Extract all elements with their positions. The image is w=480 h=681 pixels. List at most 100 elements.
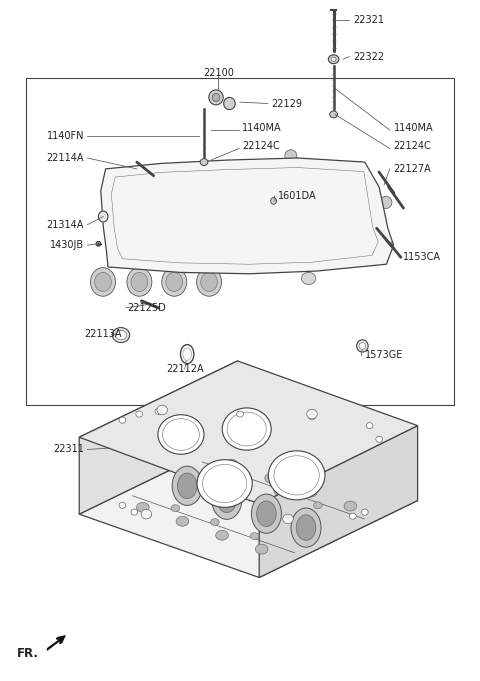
Ellipse shape — [252, 494, 281, 533]
Ellipse shape — [96, 242, 101, 247]
Polygon shape — [101, 158, 394, 274]
Ellipse shape — [200, 159, 208, 165]
Ellipse shape — [127, 268, 152, 296]
Bar — [26, 78, 454, 405]
Ellipse shape — [112, 328, 130, 343]
Ellipse shape — [361, 509, 368, 516]
Ellipse shape — [296, 515, 316, 540]
Ellipse shape — [328, 54, 339, 64]
Ellipse shape — [265, 473, 277, 483]
Ellipse shape — [119, 503, 126, 508]
Text: 1430JB: 1430JB — [50, 240, 84, 250]
Ellipse shape — [209, 90, 223, 105]
Ellipse shape — [171, 505, 180, 511]
Ellipse shape — [162, 268, 187, 296]
Ellipse shape — [217, 487, 237, 513]
Polygon shape — [259, 426, 418, 577]
Text: 22113A: 22113A — [84, 329, 121, 338]
Ellipse shape — [119, 417, 126, 424]
Ellipse shape — [157, 405, 168, 415]
Ellipse shape — [313, 502, 322, 509]
Ellipse shape — [344, 501, 357, 511]
Ellipse shape — [136, 411, 143, 417]
Ellipse shape — [301, 272, 316, 285]
Ellipse shape — [250, 533, 259, 539]
Ellipse shape — [95, 272, 111, 291]
Ellipse shape — [197, 460, 252, 507]
Ellipse shape — [212, 93, 220, 101]
Ellipse shape — [166, 272, 182, 291]
Ellipse shape — [273, 258, 287, 270]
Ellipse shape — [376, 436, 383, 443]
Text: 22124C: 22124C — [242, 142, 280, 151]
Ellipse shape — [98, 211, 108, 222]
Ellipse shape — [268, 451, 325, 500]
Text: 22114A: 22114A — [47, 153, 84, 163]
Text: 1573GE: 1573GE — [365, 351, 403, 360]
Polygon shape — [79, 437, 418, 577]
Ellipse shape — [331, 57, 336, 61]
Text: 1140MA: 1140MA — [394, 123, 433, 133]
Ellipse shape — [201, 272, 217, 291]
Ellipse shape — [176, 516, 189, 526]
Ellipse shape — [224, 97, 235, 110]
Ellipse shape — [241, 243, 256, 255]
Ellipse shape — [211, 519, 219, 526]
Ellipse shape — [131, 509, 138, 516]
Ellipse shape — [183, 348, 192, 360]
Ellipse shape — [197, 268, 222, 296]
Text: 1140MA: 1140MA — [242, 123, 282, 133]
Text: 1140FN: 1140FN — [47, 131, 84, 141]
Ellipse shape — [359, 343, 366, 349]
Polygon shape — [79, 361, 238, 514]
Ellipse shape — [333, 173, 345, 185]
Text: 22321: 22321 — [353, 16, 384, 25]
Ellipse shape — [181, 214, 195, 226]
Ellipse shape — [380, 196, 392, 208]
Ellipse shape — [309, 413, 315, 419]
Ellipse shape — [304, 487, 317, 497]
Ellipse shape — [285, 150, 297, 162]
Text: 22129: 22129 — [271, 99, 302, 108]
Ellipse shape — [237, 411, 243, 417]
Text: 22322: 22322 — [353, 52, 384, 61]
Ellipse shape — [158, 415, 204, 454]
Ellipse shape — [234, 474, 243, 481]
Ellipse shape — [291, 508, 321, 548]
Ellipse shape — [357, 340, 368, 352]
Ellipse shape — [155, 409, 162, 414]
Ellipse shape — [330, 111, 337, 118]
Text: 22124C: 22124C — [394, 142, 432, 151]
Ellipse shape — [255, 544, 268, 554]
Ellipse shape — [283, 514, 293, 524]
Ellipse shape — [216, 530, 228, 540]
Ellipse shape — [163, 419, 199, 450]
Ellipse shape — [227, 412, 266, 446]
Text: 1601DA: 1601DA — [278, 191, 317, 201]
Ellipse shape — [225, 460, 238, 469]
Ellipse shape — [257, 501, 276, 526]
Ellipse shape — [115, 330, 127, 340]
Ellipse shape — [366, 422, 373, 429]
Text: 22125D: 22125D — [127, 303, 166, 313]
Ellipse shape — [274, 488, 283, 494]
Ellipse shape — [203, 464, 247, 503]
Polygon shape — [79, 361, 418, 504]
Ellipse shape — [271, 197, 276, 204]
Polygon shape — [111, 168, 378, 264]
Ellipse shape — [141, 509, 152, 519]
Text: FR.: FR. — [17, 647, 39, 661]
Text: 22311: 22311 — [53, 445, 84, 454]
Ellipse shape — [90, 268, 115, 296]
Text: 1153CA: 1153CA — [403, 253, 441, 262]
Ellipse shape — [222, 408, 271, 450]
Text: 22100: 22100 — [203, 68, 234, 78]
Ellipse shape — [274, 456, 319, 495]
Ellipse shape — [131, 272, 148, 291]
Ellipse shape — [136, 503, 149, 512]
Ellipse shape — [307, 409, 317, 419]
Ellipse shape — [349, 513, 356, 520]
Ellipse shape — [178, 473, 197, 498]
Text: 22112A: 22112A — [166, 364, 204, 374]
Ellipse shape — [212, 480, 242, 520]
